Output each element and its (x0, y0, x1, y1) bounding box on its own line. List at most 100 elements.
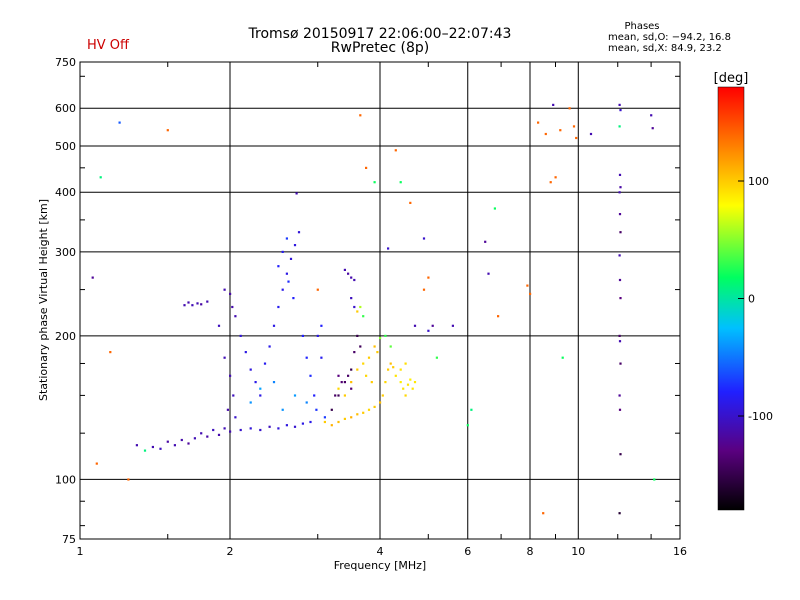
data-point (259, 394, 262, 397)
data-point (277, 427, 280, 430)
data-point (554, 176, 557, 179)
data-point (399, 368, 402, 371)
data-point (320, 356, 323, 359)
data-point (217, 324, 221, 327)
data-point (297, 231, 301, 234)
data-point (212, 428, 215, 432)
data-point (362, 411, 365, 414)
data-point (618, 173, 622, 176)
data-point (466, 424, 469, 427)
data-point (618, 394, 621, 397)
data-point (399, 181, 402, 184)
data-point (497, 315, 500, 318)
data-point (356, 368, 359, 371)
data-point (330, 408, 333, 411)
data-point (359, 345, 362, 348)
data-point (552, 103, 555, 106)
data-point (285, 237, 288, 240)
data-point (362, 315, 365, 318)
data-point (618, 408, 622, 411)
data-point (379, 401, 382, 404)
grid (80, 62, 680, 539)
data-point (559, 129, 562, 132)
data-point (394, 374, 397, 377)
data-point (337, 374, 340, 377)
data-point (277, 265, 280, 268)
data-point (618, 125, 621, 128)
data-point (244, 351, 247, 354)
data-point (619, 453, 622, 456)
data-point (223, 288, 226, 291)
data-point (618, 103, 621, 106)
data-point (422, 237, 426, 240)
data-point (387, 247, 390, 250)
data-point (254, 381, 257, 384)
data-point (384, 381, 387, 384)
data-point (413, 324, 417, 327)
data-point (484, 240, 487, 243)
data-point (373, 181, 376, 184)
data-point (409, 378, 412, 381)
data-point (292, 297, 295, 300)
data-point (293, 244, 297, 247)
data-point (618, 512, 621, 515)
colorbar-tick-label: -100 (748, 410, 773, 423)
data-point (356, 334, 359, 337)
chart-title: Tromsø 20150917 22:06:00–22:07:43 (248, 26, 512, 42)
data-point (350, 297, 353, 300)
data-point (350, 368, 353, 371)
data-point (404, 394, 407, 397)
data-point (544, 132, 547, 136)
data-point (367, 408, 371, 411)
data-point (277, 305, 280, 309)
data-point (191, 304, 194, 307)
data-point (537, 121, 540, 124)
data-point (399, 381, 402, 384)
data-point (315, 408, 318, 411)
data-point (618, 254, 621, 257)
data-point (239, 428, 242, 432)
y-tick-label: 200 (55, 330, 76, 343)
data-point (402, 387, 405, 390)
data-point (337, 387, 340, 390)
data-point (249, 368, 252, 371)
colorbar-ticks: 100 0 -100 (738, 175, 773, 423)
data-point (427, 329, 430, 332)
data-point (381, 394, 384, 397)
data-point (295, 192, 298, 195)
data-points (91, 103, 656, 515)
data-point (343, 268, 346, 271)
data-point (232, 394, 235, 397)
chart-subtitle: RwPretec (8p) (330, 40, 430, 56)
data-point (618, 191, 621, 194)
data-point (373, 345, 376, 348)
data-point (340, 381, 343, 384)
y-tick-label: 75 (62, 533, 76, 546)
data-point (356, 413, 359, 416)
data-point (226, 408, 229, 411)
x-tick-label: 10 (571, 545, 585, 558)
data-point (373, 405, 376, 408)
data-point (200, 303, 203, 306)
data-point (619, 297, 622, 300)
data-point (350, 381, 353, 384)
data-point (249, 401, 252, 404)
data-point (305, 401, 308, 404)
data-point (337, 394, 340, 397)
data-point (206, 300, 209, 303)
data-point (316, 288, 319, 291)
data-point (561, 356, 564, 359)
data-point (180, 438, 183, 442)
data-point (223, 356, 226, 359)
phases-o-stats: mean, sd,O: −94.2, 16.8 (608, 32, 731, 43)
data-point (231, 305, 234, 309)
data-point (411, 387, 414, 390)
data-point (183, 304, 186, 307)
data-point (362, 362, 365, 365)
data-point (323, 416, 326, 419)
data-point (337, 420, 340, 424)
data-point (334, 394, 337, 397)
data-point (285, 424, 288, 427)
data-point (193, 437, 196, 440)
